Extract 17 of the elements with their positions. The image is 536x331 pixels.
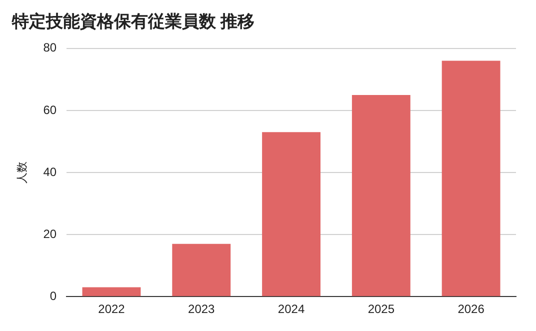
x-tick-label: 2024 <box>278 302 305 316</box>
bar <box>262 132 320 296</box>
bar <box>82 287 141 296</box>
x-tick-label: 2026 <box>458 302 485 316</box>
bar <box>352 94 410 296</box>
x-tick-label: 2022 <box>98 302 126 316</box>
x-tick-label: 2023 <box>188 302 216 316</box>
y-tick-label: 80 <box>43 40 57 55</box>
chart-title: 特定技能資格保有従業員数 推移 <box>11 12 255 31</box>
y-tick-label: 20 <box>43 226 57 241</box>
x-tick-label: 2025 <box>368 302 395 316</box>
y-tick-label: 60 <box>43 102 57 117</box>
y-tick-label: 0 <box>50 288 57 303</box>
bar <box>172 244 231 296</box>
bar <box>442 60 500 296</box>
y-tick-label: 40 <box>43 164 57 179</box>
y-axis-title: 人数 <box>16 162 29 184</box>
